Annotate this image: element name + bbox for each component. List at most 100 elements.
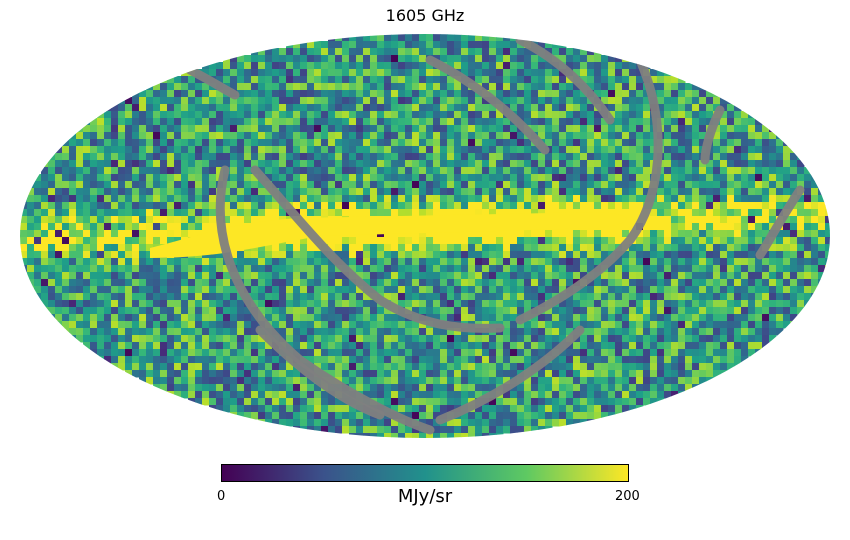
map-pixel bbox=[293, 342, 301, 350]
map-pixel bbox=[510, 202, 518, 210]
map-pixel bbox=[83, 293, 91, 301]
map-pixel bbox=[482, 251, 490, 259]
map-pixel bbox=[356, 209, 364, 217]
map-pixel bbox=[748, 293, 756, 301]
map-pixel bbox=[629, 174, 637, 182]
map-pixel bbox=[587, 293, 595, 301]
map-pixel bbox=[111, 279, 119, 287]
map-pixel bbox=[167, 272, 175, 280]
map-pixel bbox=[286, 300, 294, 308]
map-pixel bbox=[356, 132, 364, 140]
map-pixel bbox=[594, 132, 602, 140]
map-pixel bbox=[538, 293, 546, 301]
map-pixel bbox=[328, 202, 336, 210]
map-pixel bbox=[503, 62, 511, 70]
map-pixel bbox=[706, 244, 714, 252]
map-pixel bbox=[475, 167, 483, 175]
map-pixel bbox=[419, 370, 427, 378]
map-pixel bbox=[643, 272, 651, 280]
map-pixel bbox=[139, 90, 147, 98]
map-pixel bbox=[286, 160, 294, 168]
map-pixel bbox=[356, 125, 364, 133]
map-pixel bbox=[468, 286, 476, 294]
map-pixel bbox=[734, 216, 742, 224]
map-pixel bbox=[244, 125, 252, 133]
map-pixel bbox=[426, 62, 434, 70]
map-pixel bbox=[104, 167, 112, 175]
map-pixel bbox=[216, 111, 224, 119]
map-pixel bbox=[132, 237, 140, 245]
map-pixel bbox=[419, 146, 427, 154]
map-pixel bbox=[258, 111, 266, 119]
map-pixel bbox=[699, 167, 707, 175]
map-pixel bbox=[664, 111, 672, 119]
map-pixel bbox=[384, 104, 392, 112]
map-pixel bbox=[398, 230, 406, 238]
map-pixel bbox=[706, 363, 714, 371]
map-pixel bbox=[48, 265, 56, 273]
map-pixel bbox=[160, 195, 168, 203]
map-pixel bbox=[230, 62, 238, 70]
map-pixel bbox=[307, 251, 315, 259]
map-pixel bbox=[293, 300, 301, 308]
map-pixel bbox=[216, 90, 224, 98]
map-pixel bbox=[132, 223, 140, 231]
map-pixel bbox=[251, 286, 259, 294]
map-pixel bbox=[321, 321, 329, 329]
map-pixel bbox=[139, 363, 147, 371]
map-pixel bbox=[272, 55, 280, 63]
map-pixel bbox=[76, 272, 84, 280]
map-pixel bbox=[503, 377, 511, 385]
map-pixel bbox=[468, 195, 476, 203]
map-pixel bbox=[244, 384, 252, 392]
map-pixel bbox=[573, 363, 581, 371]
map-pixel bbox=[104, 342, 112, 350]
map-pixel bbox=[727, 104, 735, 112]
map-pixel bbox=[97, 167, 105, 175]
map-pixel bbox=[489, 258, 497, 266]
map-pixel bbox=[545, 321, 553, 329]
map-pixel bbox=[188, 195, 196, 203]
map-pixel bbox=[377, 83, 385, 91]
map-pixel bbox=[461, 237, 469, 245]
map-pixel bbox=[300, 237, 308, 245]
map-pixel bbox=[489, 132, 497, 140]
map-pixel bbox=[223, 223, 231, 231]
map-pixel bbox=[160, 356, 168, 364]
map-pixel bbox=[300, 83, 308, 91]
map-pixel bbox=[580, 244, 588, 252]
map-pixel bbox=[685, 349, 693, 357]
map-pixel bbox=[209, 111, 217, 119]
map-pixel bbox=[279, 370, 287, 378]
map-pixel bbox=[195, 76, 203, 84]
map-pixel bbox=[104, 328, 112, 336]
map-pixel bbox=[384, 195, 392, 203]
map-pixel bbox=[370, 237, 378, 245]
map-pixel bbox=[776, 181, 784, 189]
map-pixel bbox=[440, 48, 448, 56]
map-pixel bbox=[650, 314, 658, 322]
map-pixel bbox=[727, 202, 735, 210]
map-pixel bbox=[391, 356, 399, 364]
map-pixel bbox=[160, 90, 168, 98]
map-pixel bbox=[321, 363, 329, 371]
map-pixel bbox=[769, 132, 777, 140]
map-pixel bbox=[419, 97, 427, 105]
map-pixel bbox=[55, 272, 63, 280]
map-pixel bbox=[62, 160, 70, 168]
map-pixel bbox=[510, 335, 518, 343]
map-pixel bbox=[356, 272, 364, 280]
map-pixel bbox=[335, 41, 343, 49]
map-pixel bbox=[314, 342, 322, 350]
map-pixel bbox=[776, 265, 784, 273]
map-pixel bbox=[797, 272, 805, 280]
map-pixel bbox=[524, 230, 532, 238]
map-pixel bbox=[748, 160, 756, 168]
map-pixel bbox=[524, 244, 532, 252]
map-pixel bbox=[174, 342, 182, 350]
map-pixel bbox=[202, 335, 210, 343]
map-pixel bbox=[545, 83, 553, 91]
map-pixel bbox=[188, 272, 196, 280]
map-pixel bbox=[111, 111, 119, 119]
map-pixel bbox=[377, 132, 385, 140]
